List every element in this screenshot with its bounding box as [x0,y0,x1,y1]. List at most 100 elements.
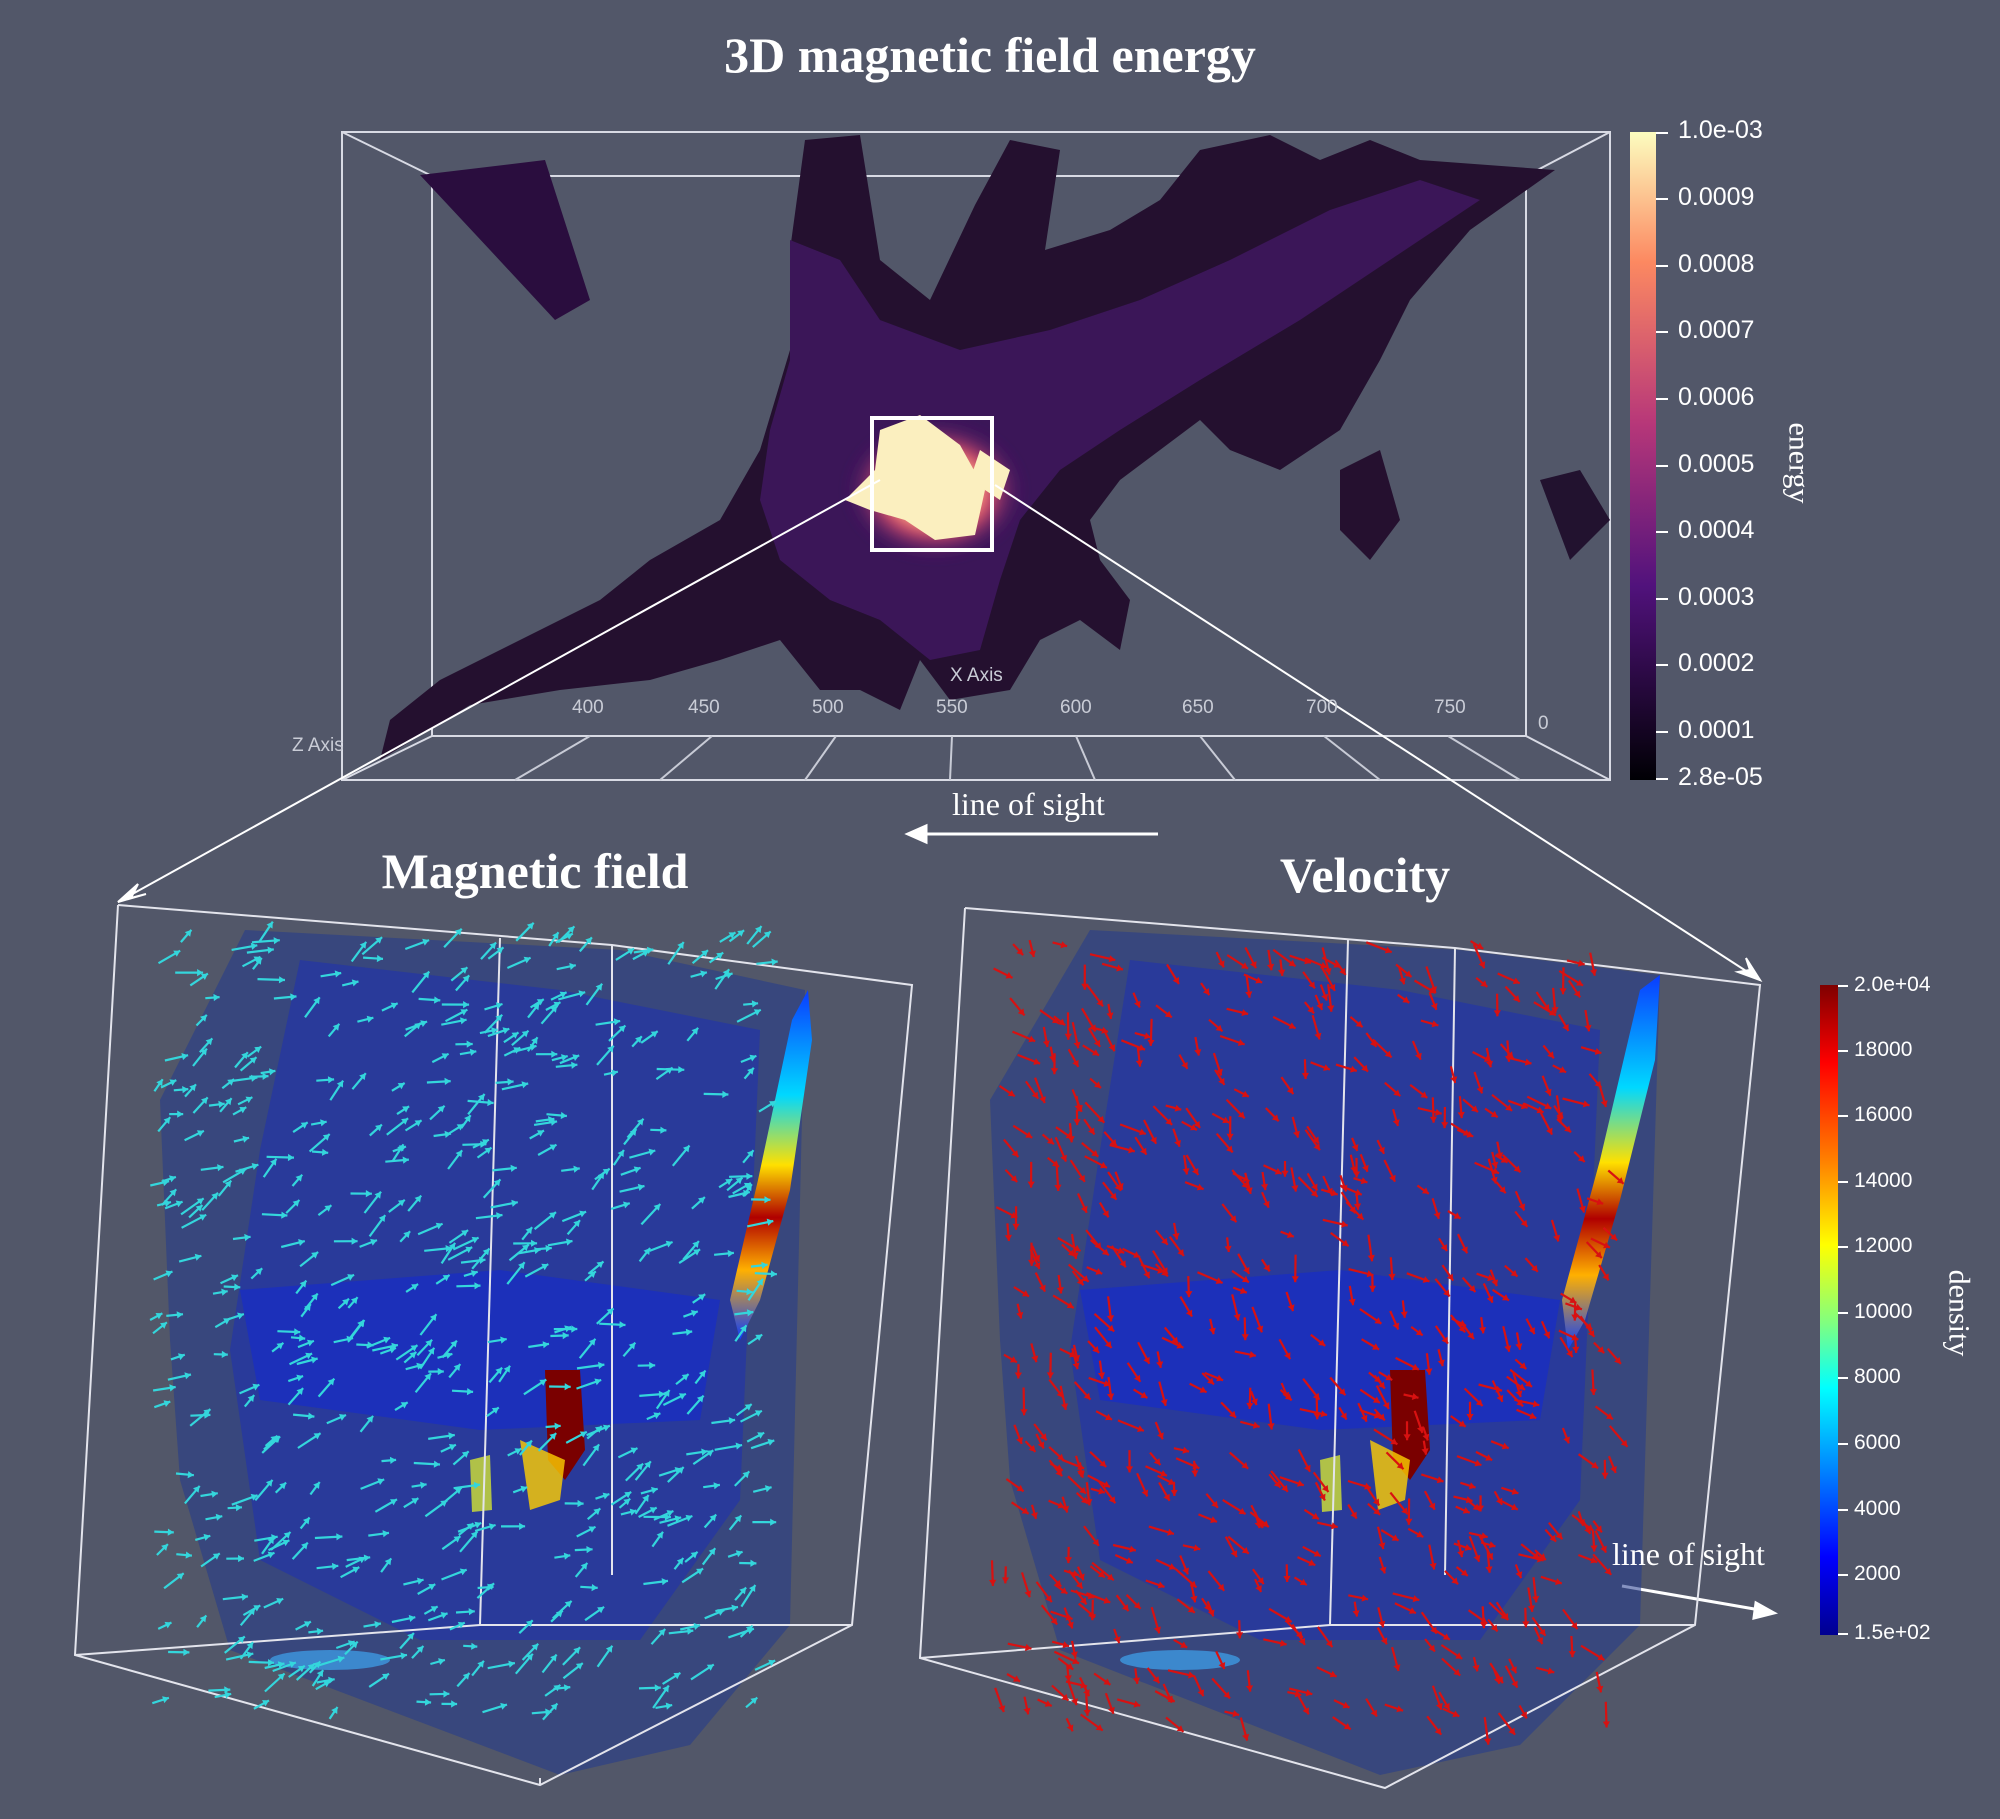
magnetic-vector-head [169,1384,176,1392]
velocity-vector-head [1095,1268,1103,1275]
magnetic-vector-head [410,1345,418,1352]
velocity-vector-head [1062,1641,1070,1649]
velocity-vector-head [1176,1342,1184,1349]
magnetic-vector-head [246,1651,254,1659]
magnetic-vector-head [539,1379,547,1386]
velocity-vector-head [1493,1676,1501,1684]
magnetic-vector-head [176,1311,183,1319]
magnetic-vector-head [269,1068,276,1076]
magnetic-vector-head [559,991,567,999]
velocity-vector-head [1066,1301,1074,1308]
velocity-vector-head [1030,1512,1038,1519]
velocity-vector-head [1089,1024,1096,1032]
magnetic-vector-head [731,1604,738,1612]
velocity-vector-head [1241,962,1248,969]
magnetic-vector-head [744,1404,752,1411]
density-tick-7: 6000 [1854,1431,1901,1454]
magnetic-vector-head [455,1150,463,1158]
velocity-vector-head [1174,1140,1181,1147]
velocity-vector-head [1167,1528,1174,1536]
velocity-vector-head [1352,1610,1360,1617]
magnetic-vector-head [254,1046,262,1053]
velocity-vector-head [1331,1522,1338,1530]
velocity-vector-head [1430,1626,1437,1634]
magnetic-vector-head [585,937,592,945]
magnetic-vector-head [357,1320,365,1327]
magnetic-vector-head [443,1690,450,1698]
velocity-vector-head [1576,979,1583,986]
velocity-vector-head [1496,1394,1504,1402]
velocity-vector-head [1520,1711,1527,1719]
magnetic-vector-head [279,1482,287,1490]
magnetic-vector-head [401,1118,409,1125]
velocity-vector-head [1167,1478,1175,1485]
velocity-vector-head [1372,1498,1380,1506]
magnetic-vector-head [457,1621,465,1629]
velocity-vector-head [1113,1636,1121,1644]
magnetic-vector-head [215,1513,223,1521]
velocity-vector-head [1403,1434,1411,1441]
magnetic-vector-head [676,1467,684,1474]
magnetic-vector-head [255,1268,263,1276]
velocity-vector-head [1522,1621,1530,1628]
velocity-vector-head [1202,988,1210,996]
magnetic-vector-head [445,1245,452,1253]
magnetic-vector-head [617,1150,624,1157]
velocity-vector-head [1022,1290,1029,1297]
velocity-vector-head [1260,1183,1268,1191]
magnetic-vector-head [339,1414,346,1421]
velocity-vector-head [1143,1356,1150,1364]
velocity-vector-head [1420,1091,1428,1098]
velocity-vector-head [1207,1609,1215,1617]
magnetic-vector-head [435,1222,443,1230]
velocity-vector-head [1239,1287,1247,1294]
velocity-vector-head [1287,1304,1295,1312]
velocity-vector-head [1501,1442,1509,1450]
velocity-vector-head [1157,1581,1165,1589]
velocity-vector-head [1031,1355,1039,1363]
magnetic-vector-head [156,1079,163,1087]
magnetic-vector-head [708,1548,716,1556]
velocity-vector-head [1571,1333,1579,1341]
magnetic-vector-head [471,1236,479,1244]
magnetic-vector-head [619,1321,626,1329]
velocity-vector-head [1241,1275,1249,1283]
magnetic-vector-head [747,1627,754,1635]
magnetic-vector-head [746,1172,753,1180]
line-of-sight-label-bottom: line of sight [1612,1536,1765,1572]
energy-tick-3: 0.0007 [1678,316,1755,344]
velocity-vector-head [1378,1620,1386,1628]
velocity-vector-head [1071,1698,1078,1706]
magnetic-vector-head [500,1336,507,1344]
magnetic-vector-head [397,1199,405,1207]
magnetic-vector-head [169,1189,177,1197]
velocity-vector-head [1161,1267,1168,1275]
velocity-vector-head [1382,1402,1390,1409]
density-tick-4: 12000 [1854,1234,1913,1257]
magnetic-vector-head [618,1025,626,1033]
magnetic-vector-head [579,1210,587,1218]
line-of-sight-arrow-top [904,823,1158,845]
velocity-vector-head [1077,1573,1085,1581]
velocity-vector-head [1103,1380,1111,1387]
energy-tick-4: 0.0006 [1678,383,1755,411]
velocity-vector-head [1129,1545,1136,1553]
density-colorbar [1820,985,1838,1635]
velocity-vector-head [1361,1064,1368,1072]
magnetic-vector-head [298,1334,306,1342]
velocity-vector-head [1190,1595,1198,1603]
velocity-vector-head [1144,1032,1151,1040]
velocity-vectors [989,939,1629,1745]
velocity-vector-head [1341,1220,1348,1228]
velocity-vector-head [1207,1377,1214,1385]
velocity-vector-head [1047,1137,1054,1145]
magnetic-vector-head [246,1642,253,1650]
velocity-vector-head [1182,1446,1190,1454]
energy-tick-0: 1.0e-03 [1678,116,1763,144]
magnetic-vector-head [163,1400,171,1407]
magnetic-vector-head [500,1702,507,1710]
magnetic-vector-head [493,1179,501,1187]
magnetic-vector-head [437,1367,444,1376]
velocity-vector-head [1196,1183,1204,1191]
